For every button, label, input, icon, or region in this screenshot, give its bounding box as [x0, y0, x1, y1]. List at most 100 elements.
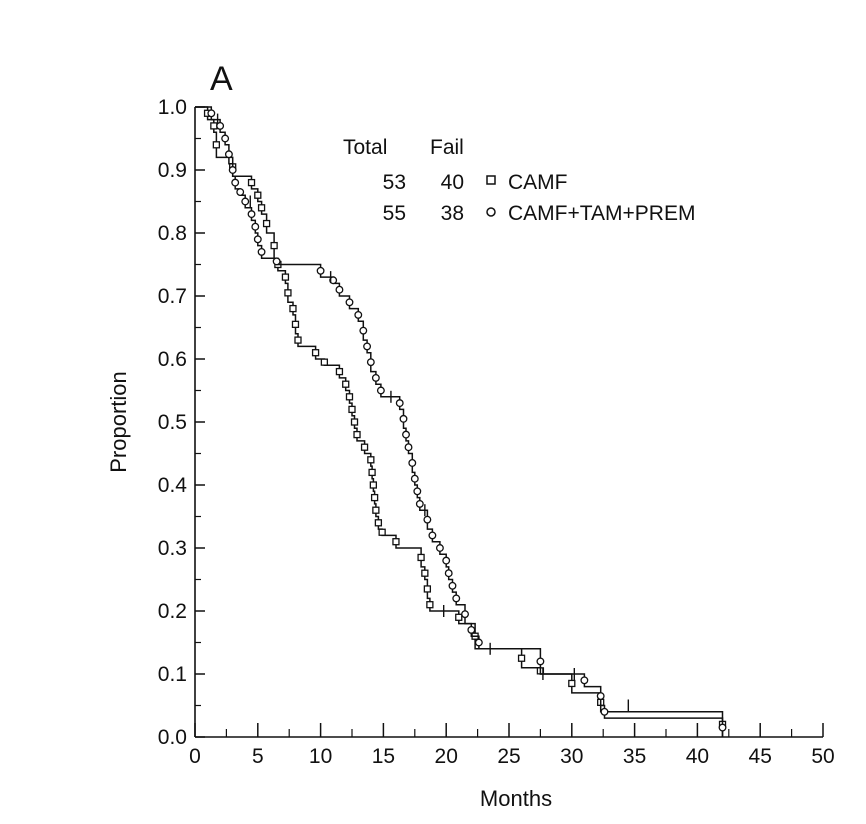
x-tick-label: 15 — [372, 745, 395, 768]
x-tick-label: 0 — [189, 745, 201, 768]
x-tick-label: 50 — [811, 745, 834, 768]
series-2-point — [366, 358, 375, 367]
series-2-point — [345, 298, 354, 307]
series-1-point — [262, 219, 271, 228]
series-2-point — [224, 150, 233, 159]
series-1-point — [353, 430, 361, 439]
series-1-point — [270, 241, 278, 250]
series-layer — [195, 106, 727, 737]
x-axis-title: Months — [480, 786, 552, 811]
series-2-point — [467, 625, 476, 634]
x-tick-label: 5 — [252, 745, 264, 768]
series-2-point — [247, 210, 256, 219]
series-1-point — [372, 506, 380, 514]
series-1-point — [281, 273, 290, 281]
series-1-point — [247, 178, 256, 187]
panel-label: A — [210, 60, 233, 98]
series-2-point — [251, 222, 260, 231]
series-2-point — [253, 235, 262, 244]
series-2-point — [415, 499, 424, 508]
series-2-point — [718, 723, 727, 732]
series-2-point — [371, 373, 380, 382]
series-1-point — [294, 336, 302, 344]
series-1-point — [284, 289, 292, 297]
series-1-point — [350, 418, 359, 426]
series-2-point — [216, 121, 225, 130]
series-2-point — [359, 326, 368, 335]
series-2-point — [413, 487, 422, 496]
series-2-point — [329, 276, 338, 285]
y-tick-label: 0.1 — [158, 663, 187, 686]
y-tick-label: 0.3 — [158, 537, 187, 560]
x-ticks: 0 5 10 15 20 25 30 35 40 45 50 — [189, 723, 835, 768]
y-tick-label: 0.8 — [158, 222, 187, 245]
series-1-point — [212, 141, 221, 149]
series-2-point — [404, 443, 413, 452]
series-2-point — [316, 266, 325, 275]
series-1-point — [348, 405, 356, 414]
series-2-point — [474, 638, 483, 647]
y-ticks: 0.0 0.1 0.2 0.3 0.4 0.5 0.6 0.7 0.8 0.9 1.0 — [158, 96, 205, 749]
series-2-point — [435, 544, 444, 552]
y-tick-label: 0.0 — [158, 726, 187, 749]
series-1-point — [368, 468, 376, 477]
legend-label-camf: CAMF — [508, 171, 568, 194]
legend: Total Fail 53 40 CAMF 55 38 CAMF+TAM+PRE… — [343, 136, 695, 225]
series-2-point — [257, 247, 266, 256]
series-1-point — [320, 358, 329, 366]
series-2-point — [580, 676, 589, 685]
plot-area: 0.0 0.1 0.2 0.3 0.4 0.5 0.6 0.7 0.8 0.9 1.0 0 5 10 15… — [158, 96, 835, 768]
series-1-point — [417, 553, 425, 562]
series-1-point — [311, 349, 320, 357]
series-2-point — [442, 556, 451, 565]
series-1-point — [378, 528, 386, 536]
x-tick-label: 25 — [497, 745, 520, 768]
y-tick-label: 0.7 — [158, 285, 187, 308]
series-2-point — [596, 692, 605, 700]
legend-fail-camf-tam-prem: 38 — [441, 202, 464, 225]
series-1-point — [291, 320, 300, 329]
series-2-point — [600, 707, 609, 716]
legend-header-total: Total — [343, 136, 387, 159]
series-2-point — [241, 197, 250, 206]
series-1-point — [370, 493, 379, 502]
series-1-point — [455, 613, 463, 621]
series-2-point — [452, 594, 461, 603]
series-1-point — [367, 456, 375, 464]
y-tick-label: 0.5 — [158, 411, 187, 434]
series-1-point — [517, 654, 526, 662]
series-1-point — [342, 380, 350, 388]
series-2-point — [536, 657, 545, 666]
series-2-point — [221, 134, 230, 143]
y-tick-label: 0.6 — [158, 348, 187, 371]
series-2-point — [236, 188, 245, 196]
x-tick-label: 35 — [623, 745, 646, 768]
legend-square-marker — [486, 175, 496, 185]
series-2-point — [228, 166, 237, 174]
y-tick-label: 1.0 — [158, 96, 187, 119]
series-1-point — [289, 304, 297, 313]
series-1-point — [392, 538, 400, 546]
series-1-point — [360, 443, 369, 451]
series-2-point — [399, 414, 408, 423]
series-1-point — [345, 393, 354, 401]
series-2-point — [231, 178, 240, 187]
series-1-point — [369, 481, 378, 489]
x-tick-label: 10 — [309, 745, 332, 768]
series-2-point — [354, 310, 363, 319]
series-1-point — [374, 519, 383, 527]
legend-fail-camf: 40 — [441, 171, 464, 194]
series-2-point — [428, 531, 437, 540]
series-2-point — [335, 285, 344, 294]
series-1-point — [423, 585, 432, 593]
y-axis-title: Proportion — [106, 371, 131, 473]
series-1-point — [426, 601, 434, 609]
legend-label-camf-tam-prem: CAMF+TAM+PREM — [508, 202, 695, 225]
x-tick-label: 40 — [686, 745, 709, 768]
series-1-point — [257, 204, 266, 212]
legend-total-camf-tam-prem: 55 — [383, 202, 406, 225]
x-tick-label: 45 — [749, 745, 772, 768]
series-2-point — [402, 430, 410, 439]
y-tick-label: 0.2 — [158, 600, 187, 623]
